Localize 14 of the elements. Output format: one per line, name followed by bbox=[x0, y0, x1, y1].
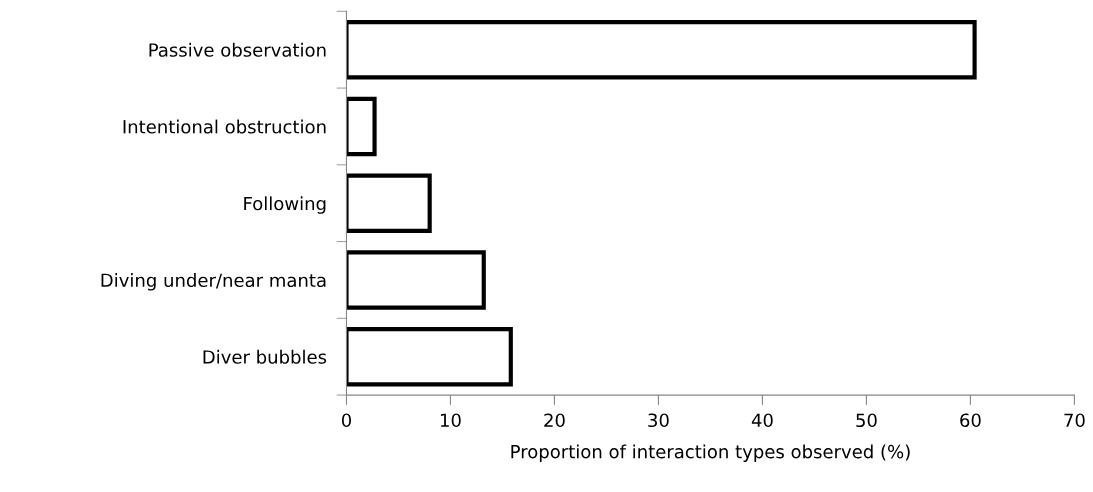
x-tick-label: 60 bbox=[960, 413, 981, 428]
x-tick-label: 10 bbox=[440, 413, 461, 428]
y-tick-label: Diver bubbles bbox=[203, 349, 327, 364]
x-tick-label: 0 bbox=[341, 413, 352, 428]
x-tick-label: 50 bbox=[856, 413, 877, 428]
x-axis-title: Proportion of interaction types observed (%) bbox=[511, 444, 910, 462]
x-tick-label: 40 bbox=[751, 413, 773, 428]
y-tick-label: Passive observation bbox=[149, 42, 326, 57]
x-tick-label: 70 bbox=[1064, 413, 1085, 428]
y-tick-label: Intentional obstruction bbox=[123, 119, 326, 134]
y-tick-label: Diving under/near manta bbox=[101, 273, 326, 291]
x-tick-label: 30 bbox=[648, 413, 669, 428]
x-tick-label: 20 bbox=[544, 413, 565, 428]
y-tick-label: Following bbox=[244, 196, 326, 214]
